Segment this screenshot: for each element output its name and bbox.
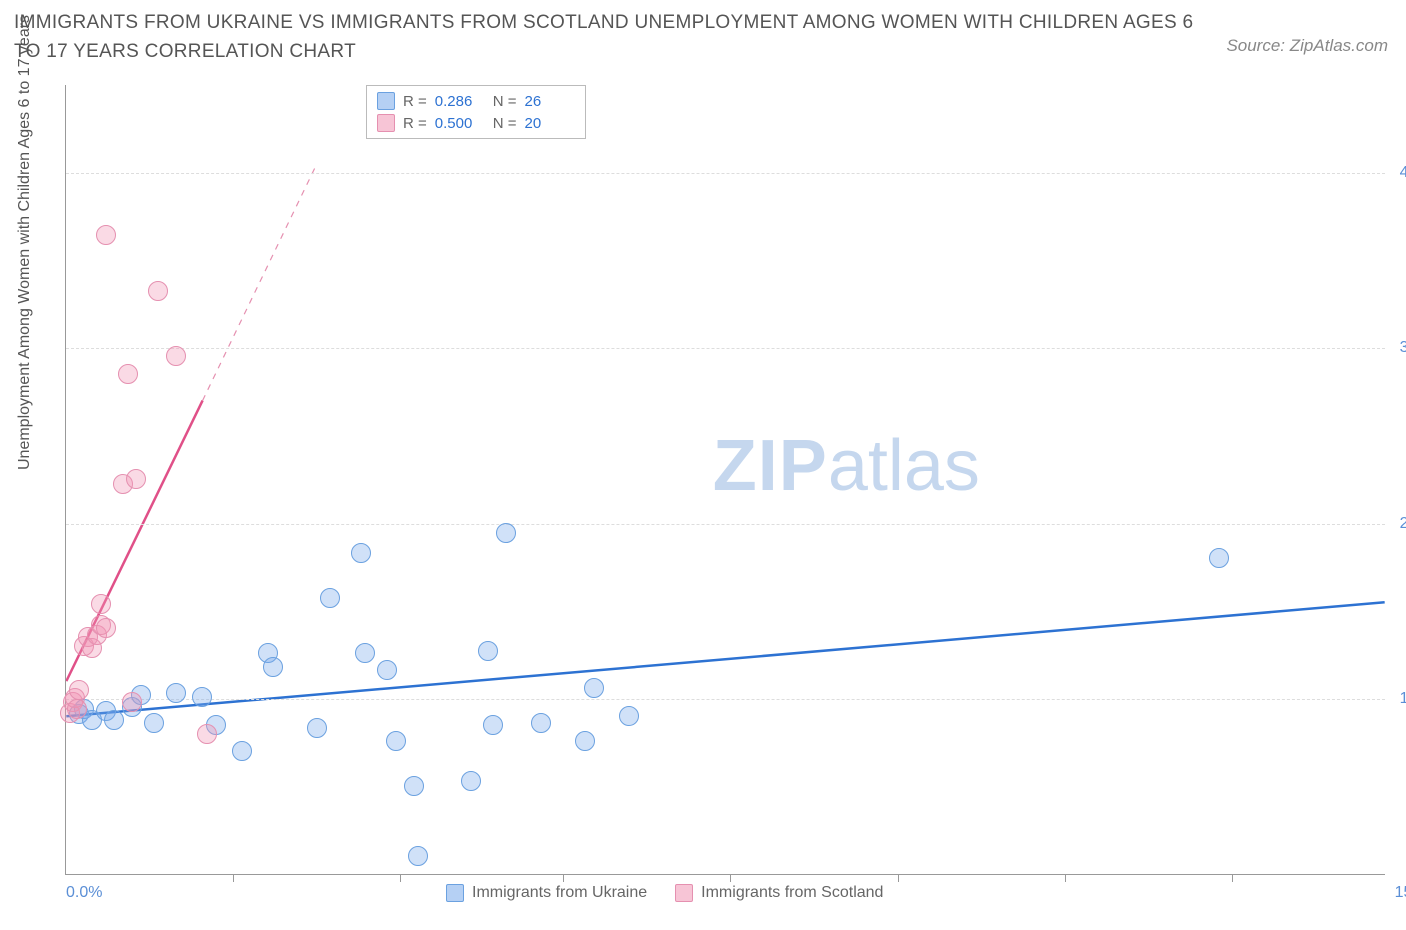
gridline	[66, 699, 1385, 700]
data-point-scotland	[67, 699, 87, 719]
data-point-ukraine	[496, 523, 516, 543]
legend-r-label: R =	[403, 93, 427, 110]
plot-area: ZIPatlas R =0.286N =26R =0.500N =20 Immi…	[65, 85, 1385, 875]
legend-series: Immigrants from Ukraine Immigrants from S…	[446, 884, 883, 902]
legend-correlation-box: R = 0.286 N = 26 R = 0.500 N = 20	[366, 85, 586, 139]
data-point-ukraine	[320, 588, 340, 608]
x-tick	[1065, 874, 1066, 882]
legend-series-label: Immigrants from Ukraine	[472, 884, 647, 902]
legend-n-value: 26	[525, 93, 575, 110]
legend-n-label: N =	[493, 93, 517, 110]
data-point-scotland	[118, 364, 138, 384]
data-point-ukraine	[351, 543, 371, 563]
legend-r-label: R =	[403, 115, 427, 132]
legend-swatch	[377, 92, 395, 110]
x-axis-max-label: 15.0%	[1395, 884, 1406, 902]
data-point-ukraine	[192, 687, 212, 707]
gridline	[66, 173, 1385, 174]
x-tick	[730, 874, 731, 882]
data-point-ukraine	[619, 706, 639, 726]
legend-correlation-row: R = 0.500 N = 20	[377, 112, 575, 134]
x-tick	[400, 874, 401, 882]
data-point-ukraine	[386, 731, 406, 751]
data-point-ukraine	[232, 741, 252, 761]
data-point-ukraine	[478, 641, 498, 661]
legend-series-item: Immigrants from Scotland	[675, 884, 883, 902]
data-point-ukraine	[531, 713, 551, 733]
y-tick-label: 40.0%	[1390, 164, 1406, 182]
data-point-ukraine	[1209, 548, 1229, 568]
data-point-scotland	[166, 346, 186, 366]
legend-swatch	[675, 884, 693, 902]
legend-swatch	[377, 114, 395, 132]
x-axis-min-label: 0.0%	[66, 884, 102, 902]
legend-swatch	[446, 884, 464, 902]
x-tick	[563, 874, 564, 882]
chart-container: IMMIGRANTS FROM UKRAINE VS IMMIGRANTS FR…	[0, 0, 1406, 930]
data-point-ukraine	[166, 683, 186, 703]
source-attribution: Source: ZipAtlas.com	[1226, 36, 1388, 56]
legend-n-value: 20	[525, 115, 575, 132]
data-point-scotland	[96, 618, 116, 638]
data-point-ukraine	[461, 771, 481, 791]
data-point-scotland	[96, 225, 116, 245]
x-tick	[233, 874, 234, 882]
watermark-atlas: atlas	[828, 426, 980, 506]
data-point-ukraine	[584, 678, 604, 698]
legend-correlation-row: R = 0.286 N = 26	[377, 90, 575, 112]
data-point-ukraine	[404, 776, 424, 796]
data-point-scotland	[122, 692, 142, 712]
data-point-ukraine	[377, 660, 397, 680]
y-tick-label: 10.0%	[1390, 690, 1406, 708]
data-point-ukraine	[307, 718, 327, 738]
data-point-ukraine	[483, 715, 503, 735]
legend-r-value: 0.500	[435, 115, 485, 132]
watermark-zip: ZIP	[713, 426, 828, 506]
data-point-scotland	[126, 469, 146, 489]
legend-n-label: N =	[493, 115, 517, 132]
x-tick	[1232, 874, 1233, 882]
data-point-scotland	[91, 594, 111, 614]
trend-lines-svg	[66, 85, 1385, 874]
data-point-scotland	[148, 281, 168, 301]
data-point-ukraine	[408, 846, 428, 866]
data-point-ukraine	[144, 713, 164, 733]
data-point-ukraine	[263, 657, 283, 677]
x-tick	[898, 874, 899, 882]
y-tick-label: 20.0%	[1390, 515, 1406, 533]
legend-r-value: 0.286	[435, 93, 485, 110]
legend-series-item: Immigrants from Ukraine	[446, 884, 647, 902]
trend-line	[203, 164, 317, 401]
legend-series-label: Immigrants from Scotland	[701, 884, 883, 902]
y-tick-label: 30.0%	[1390, 339, 1406, 357]
data-point-ukraine	[355, 643, 375, 663]
y-axis-label: Unemployment Among Women with Children A…	[16, 15, 34, 470]
gridline	[66, 348, 1385, 349]
watermark: ZIPatlas	[713, 425, 980, 507]
data-point-ukraine	[575, 731, 595, 751]
data-point-ukraine	[104, 710, 124, 730]
data-point-scotland	[197, 724, 217, 744]
chart-title: IMMIGRANTS FROM UKRAINE VS IMMIGRANTS FR…	[14, 8, 1206, 67]
data-point-scotland	[69, 680, 89, 700]
gridline	[66, 524, 1385, 525]
